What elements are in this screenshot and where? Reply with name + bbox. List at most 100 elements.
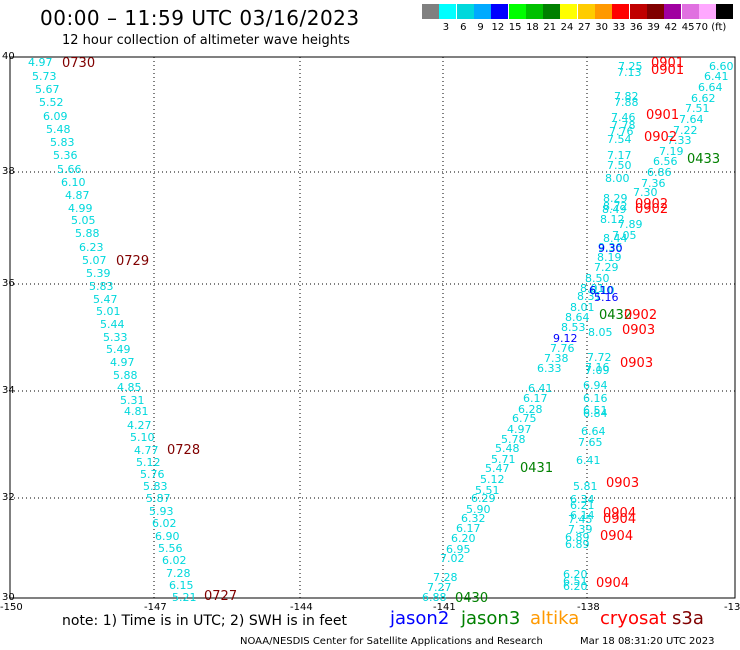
wave-height-value: 5.36 (53, 149, 78, 162)
wave-height-value: 6.20 (563, 568, 588, 581)
scale-swatch (543, 4, 561, 19)
credit-line: NOAA/NESDIS Center for Satellite Applica… (240, 636, 543, 647)
scale-swatch (612, 4, 630, 19)
scale-label: 18 (526, 22, 539, 33)
pass-time-label: 0902 (644, 130, 678, 145)
scale-swatch (439, 4, 457, 19)
wave-height-value: 8.29 (603, 192, 628, 205)
wave-height-value: 7.27 (427, 581, 452, 594)
scale-label: 15 (508, 22, 522, 33)
scale-label: 21 (543, 22, 557, 33)
wave-height-value: 6.64 (698, 81, 723, 94)
scale-label: 42 (664, 22, 678, 33)
wave-height-value: 6.86 (647, 166, 672, 179)
wave-height-value: 9.30 (598, 242, 623, 255)
wave-height-value: 6.51 (583, 404, 608, 417)
wave-height-value: 6.15 (169, 579, 194, 592)
pass-time-label: 0728 (167, 443, 201, 458)
wave-height-value: 6.89 (565, 538, 590, 551)
lat-tick-label: 34 (2, 385, 15, 396)
scale-swatch (577, 4, 595, 19)
chart-subtitle: 12 hour collection of altimeter wave hei… (62, 33, 350, 48)
wave-height-value: 7.13 (617, 66, 642, 79)
wave-height-value: 5.56 (158, 542, 183, 555)
scale-swatch (646, 4, 664, 19)
pass-time-label: 0902 (635, 197, 669, 212)
plot-frame (9, 56, 736, 599)
wave-height-value: 8.64 (565, 311, 590, 324)
wave-height-value: 6.02 (152, 517, 177, 530)
pass-time-label: 0431 (520, 461, 554, 476)
wave-height-value: 5.76 (140, 468, 165, 481)
wave-height-value: 6.20 (563, 580, 588, 593)
wave-height-value: 5.33 (103, 331, 128, 344)
scale-label: 39 (647, 22, 660, 33)
wave-height-value: 7.05 (612, 229, 637, 242)
wave-height-value: 6.29 (471, 492, 496, 505)
wave-height-value: 5.88 (75, 227, 100, 240)
wave-height-value: 4.85 (117, 381, 142, 394)
scale-swatch (456, 4, 474, 19)
wave-height-value: 7.38 (544, 352, 569, 365)
wave-height-value: 6.88 (422, 591, 447, 604)
scale-label: 9 (477, 22, 484, 33)
wave-height-value: 5.47 (485, 462, 510, 475)
wave-height-value: 5.21 (172, 591, 197, 604)
wave-height-value: 5.88 (113, 369, 138, 382)
wave-height-value: 7.78 (611, 119, 636, 132)
pass-time-label: 0904 (600, 529, 634, 544)
wave-height-value: 7.64 (679, 113, 704, 126)
wave-height-value: 8.01 (580, 282, 605, 295)
scale-swatch (525, 4, 543, 19)
wave-height-value: 7.33 (667, 134, 692, 147)
wave-height-value: 6.62 (691, 92, 716, 105)
scale-label: 12 (491, 22, 505, 33)
wave-height-value: 8.72 (603, 200, 628, 213)
wave-height-value: 4.97 (110, 356, 135, 369)
wave-height-value: 8.50 (585, 272, 610, 285)
generation-timestamp: Mar 18 08:31:20 UTC 2023 (580, 636, 715, 647)
scale-swatch (491, 4, 509, 19)
wave-height-value: 7.19 (659, 145, 684, 158)
pass-time-label: 0433 (687, 152, 721, 167)
pass-time-label: 0904 (596, 576, 630, 591)
wave-height-value: 7.36 (641, 177, 666, 190)
wave-height-value: 6.33 (537, 362, 562, 375)
wave-height-value: 7.45 (568, 513, 593, 526)
pass-time-label: 0903 (622, 323, 656, 338)
wave-height-value: 4.97 (28, 56, 53, 69)
lat-tick-label: 36 (2, 278, 15, 289)
wave-height-value: 6.34 (570, 493, 595, 506)
wave-height-value: 7.89 (618, 218, 643, 231)
wave-height-value: 6.17 (456, 522, 481, 535)
wave-height-value: 6.21 (570, 499, 595, 512)
scale-label: 3 (442, 22, 450, 33)
wave-height-value: 5.12 (136, 456, 161, 469)
wave-height-value: 8.31 (577, 290, 602, 303)
scale-swatch (716, 4, 734, 19)
wave-height-value: 4.99 (68, 202, 93, 215)
wave-height-value: 5.01 (96, 305, 121, 318)
lon-tick-label: -150 (0, 602, 23, 613)
wave-height-value: 4.87 (65, 189, 90, 202)
wave-height-value: 6.41 (704, 70, 729, 83)
scale-swatch (595, 4, 612, 19)
pass-time-label: 0904 (603, 512, 637, 527)
wave-height-value: 8.01 (570, 301, 595, 314)
wave-height-value: 5.52 (39, 96, 64, 109)
wave-height-value: 5.49 (106, 343, 131, 356)
wave-height-value: 8.12 (600, 213, 625, 226)
wave-height-value: 6.89 (565, 531, 590, 544)
wave-height-value: 6.32 (461, 512, 486, 525)
lon-tick-label: -144 (290, 602, 313, 613)
wave-height-value: 6.95 (446, 543, 471, 556)
satellite-altika-label: altika (530, 608, 580, 629)
scale-swatch (422, 4, 439, 19)
lat-tick-label: 30 (2, 592, 15, 603)
wave-height-value: 7.30 (633, 186, 658, 199)
lat-lon-grid (10, 57, 735, 598)
wave-height-value: 6.02 (162, 554, 187, 567)
lon-tick-label: -147 (144, 602, 167, 613)
wave-height-value: 5.87 (146, 492, 171, 505)
wave-height-value: 5.83 (143, 480, 168, 493)
